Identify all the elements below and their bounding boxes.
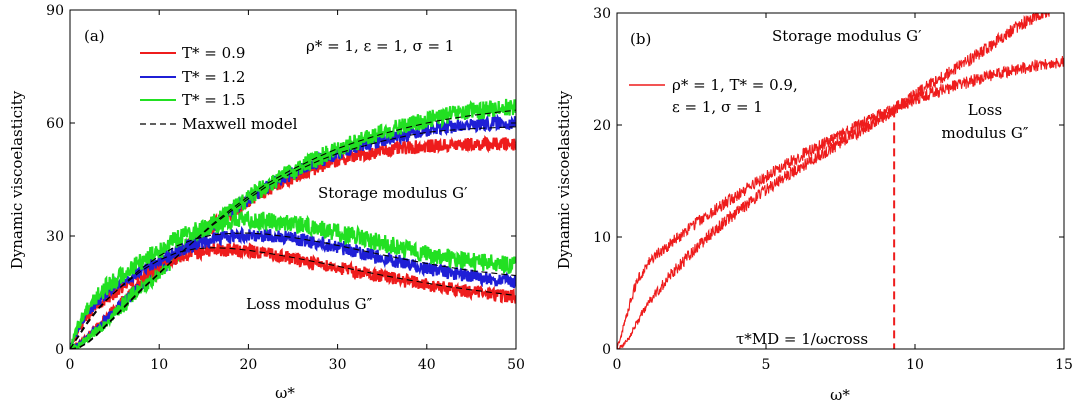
y-tick-label: 10 [593,230,611,246]
panel-a-ticks: 0 10 20 30 40 50 0 30 60 90 [46,3,525,373]
x-tick-label: 10 [150,357,168,373]
x-tick-label: 0 [613,357,622,373]
panel-b-ticks: 0 5 10 15 0 10 20 30 [593,6,1073,373]
series-line-a-4 [70,225,516,349]
y-tick-label: 20 [593,118,611,134]
series-line-a-2 [70,98,516,349]
panel-b-loss-annotation-line1: Loss [968,101,1002,119]
legend-label-b-line2: ε = 1, σ = 1 [672,98,763,116]
y-tick-label: 30 [593,6,611,22]
panel-a-params-text: ρ* = 1, ε = 1, σ = 1 [306,37,454,55]
panel-a-frame [69,9,517,350]
legend-label-t15: T* = 1.5 [182,91,245,109]
panel-a-label: (a) [84,27,105,45]
panel-b-label: (b) [630,30,651,48]
legend-label-t12: T* = 1.2 [182,68,245,86]
panel-a-storage-annotation: Storage modulus G′ [318,184,468,202]
maxwell-line-3 [70,232,516,349]
legend-label-maxwell: Maxwell model [182,115,298,133]
panel-b-legend: ρ* = 1, T* = 0.9, ε = 1, σ = 1 [629,76,798,116]
series-line-b-0 [617,13,1052,349]
panel-a-x-axis-label: ω* [275,384,295,402]
series-line-b-1 [617,55,1064,349]
x-tick-label: 40 [418,357,436,373]
maxwell-line-0 [70,126,516,349]
panel-b-y-axis-label: Dynamic viscoelasticity [555,90,573,269]
x-tick-label: 30 [329,357,347,373]
y-tick-label: 0 [55,342,64,358]
panel-a-y-axis-label: Dynamic viscoelasticity [8,90,26,269]
chart-panel-a: 0 10 20 30 40 50 0 30 60 90 (a) ρ* = 1, ε = 1, σ … [8,3,525,402]
y-tick-label: 0 [602,342,611,358]
panel-b-frame [616,12,1065,350]
panel-a-loss-annotation: Loss modulus G″ [246,295,373,313]
series-line-a-5 [70,210,516,349]
panel-a-curves [70,98,516,349]
x-tick-label: 10 [906,357,924,373]
panel-b-loss-annotation-line2: modulus G″ [941,124,1028,142]
y-tick-label: 30 [46,229,64,245]
panel-a-legend: T* = 0.9 T* = 1.2 T* = 1.5 Maxwell model [140,44,298,133]
x-tick-label: 20 [239,357,257,373]
x-tick-label: 15 [1055,357,1073,373]
panel-b-curves [617,13,1064,349]
crossover-annotation: τ*MD = 1/ωcross [736,330,868,348]
legend-label-b-line1: ρ* = 1, T* = 0.9, [672,76,798,94]
x-tick-label: 50 [507,357,525,373]
x-tick-label: 5 [762,357,771,373]
legend-label-t09: T* = 0.9 [182,44,245,62]
panel-b-storage-annotation: Storage modulus G′ [772,27,922,45]
y-tick-label: 60 [46,116,64,132]
x-tick-label: 0 [66,357,75,373]
chart-panel-b: 0 5 10 15 0 10 20 30 (b) Storage modulus G′ Los… [555,6,1073,404]
panel-b-x-axis-label: ω* [830,386,850,404]
y-tick-label: 90 [46,3,64,19]
maxwell-line-1 [70,109,516,349]
